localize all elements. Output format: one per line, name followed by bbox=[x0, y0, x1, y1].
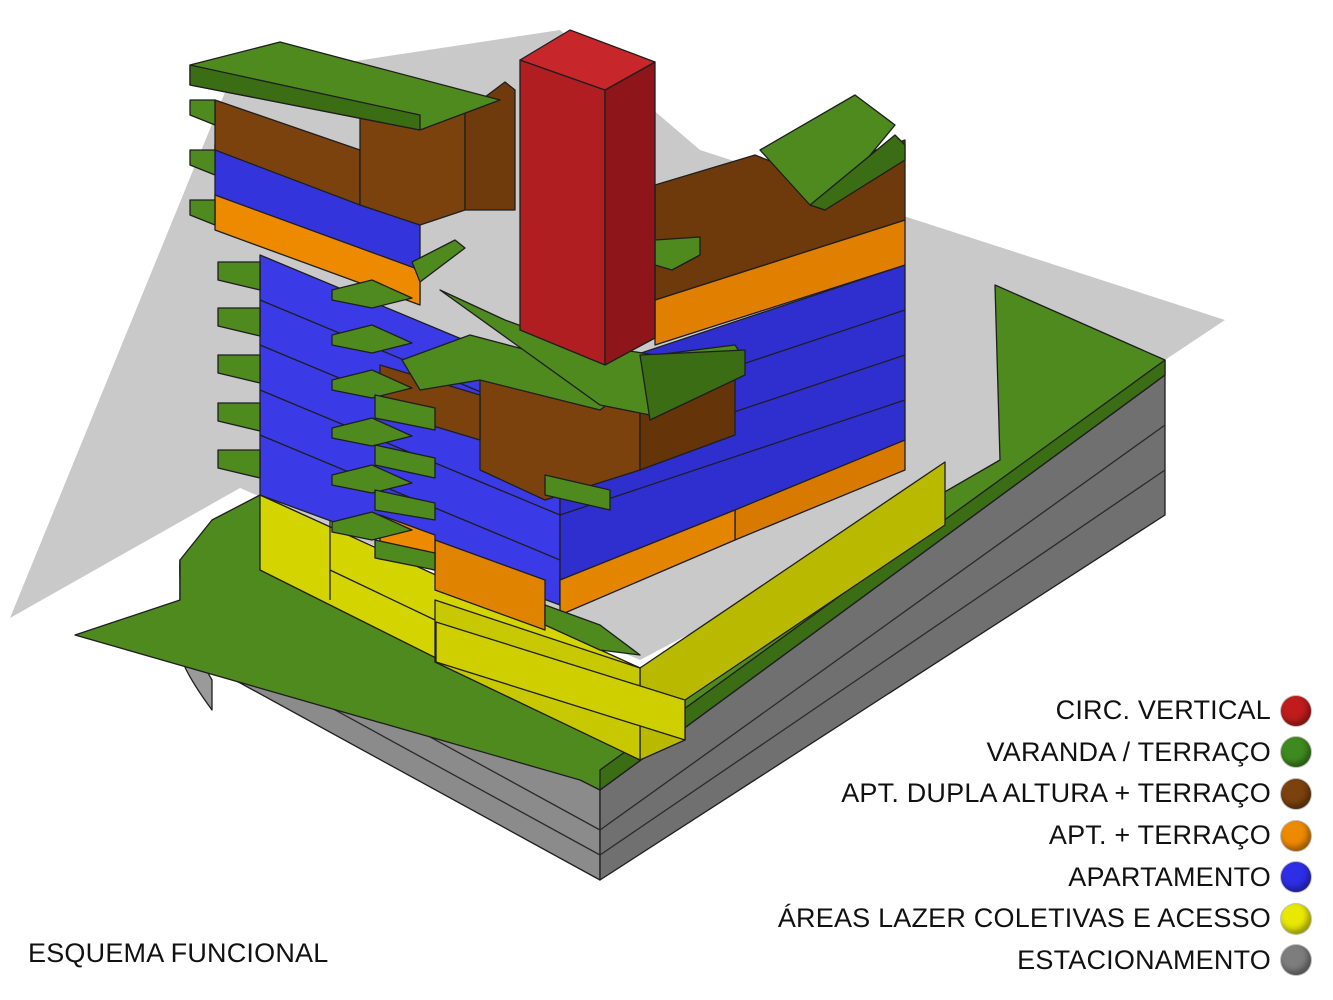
legend-label: APT. DUPLA ALTURA + TERRAÇO bbox=[841, 778, 1271, 809]
balcony-inner-3 bbox=[374, 444, 436, 479]
balcony-inner-5 bbox=[374, 539, 436, 571]
legend-label: CIRC. VERTICAL bbox=[1055, 695, 1271, 726]
balcony-left-4 bbox=[217, 261, 261, 291]
circulation-core-top bbox=[519, 29, 656, 91]
legend-label: VARANDA / TERRAÇO bbox=[986, 736, 1271, 767]
balcony-inner-1 bbox=[411, 239, 466, 283]
balcony-mid-6 bbox=[331, 511, 413, 541]
orange-band-front-lower bbox=[434, 539, 546, 631]
legend-label: APARTAMENTO bbox=[1068, 861, 1271, 892]
balcony-mid-3 bbox=[331, 369, 413, 399]
balcony-mid-2 bbox=[331, 324, 413, 354]
balcony-mid-5 bbox=[331, 464, 413, 494]
balcony-inner-4 bbox=[374, 489, 436, 521]
orange-band-front-mid bbox=[559, 509, 736, 616]
legend-item-apt-dupla-altura: APT. DUPLA ALTURA + TERRAÇO bbox=[691, 773, 1311, 815]
balcony-inner-2 bbox=[374, 394, 436, 431]
legend-item-estacionamento: ESTACIONAMENTO bbox=[691, 940, 1311, 982]
circulation-core-front bbox=[519, 59, 606, 366]
balcony-left-3 bbox=[189, 199, 216, 226]
legend-swatch-gray bbox=[1281, 945, 1311, 976]
roof-terrace-top-right-edge bbox=[809, 134, 906, 211]
balcony-left-6 bbox=[217, 354, 261, 384]
balcony-mid-1 bbox=[331, 279, 413, 309]
legend-swatch-brown bbox=[1281, 778, 1311, 809]
legend: CIRC. VERTICAL VARANDA / TERRAÇO APT. DU… bbox=[691, 690, 1311, 981]
brown-block-top-mid bbox=[464, 81, 516, 211]
legend-label: APT. + TERRAÇO bbox=[1048, 820, 1271, 851]
terrace-front-lower bbox=[544, 604, 641, 656]
balcony-left-8 bbox=[217, 449, 261, 479]
circulation-core-side bbox=[604, 61, 656, 366]
balcony-left-5 bbox=[217, 307, 261, 337]
terrace-right-corner bbox=[639, 349, 746, 421]
balcony-left-2 bbox=[189, 149, 216, 176]
legend-item-apartamento: APARTAMENTO bbox=[691, 856, 1311, 898]
balcony-left-1 bbox=[189, 99, 216, 126]
legend-item-areas-lazer: ÁREAS LAZER COLETIVAS E ACESSO bbox=[691, 898, 1311, 940]
legend-swatch-yellow bbox=[1281, 903, 1311, 934]
legend-swatch-blue bbox=[1281, 862, 1311, 893]
legend-swatch-green bbox=[1281, 737, 1311, 768]
legend-item-circ-vertical: CIRC. VERTICAL bbox=[691, 690, 1311, 732]
legend-item-varanda-terraco: VARANDA / TERRAÇO bbox=[691, 732, 1311, 774]
legend-swatch-red bbox=[1281, 695, 1311, 726]
terrace-front-balcony bbox=[544, 474, 611, 511]
leisure-lower-block bbox=[435, 621, 686, 741]
balcony-mid-4 bbox=[331, 417, 413, 447]
balcony-left-7 bbox=[217, 402, 261, 432]
legend-label: ÁREAS LAZER COLETIVAS E ACESSO bbox=[777, 903, 1271, 934]
legend-swatch-orange bbox=[1281, 820, 1311, 851]
legend-item-apt-terraco: APT. + TERRAÇO bbox=[691, 815, 1311, 857]
roof-terrace-top-left-edge bbox=[189, 64, 421, 131]
legend-label: ESTACIONAMENTO bbox=[1017, 944, 1271, 975]
podium-side-terrace-edge bbox=[599, 359, 1166, 791]
diagram-caption: ESQUEMA FUNCIONAL bbox=[28, 938, 329, 968]
